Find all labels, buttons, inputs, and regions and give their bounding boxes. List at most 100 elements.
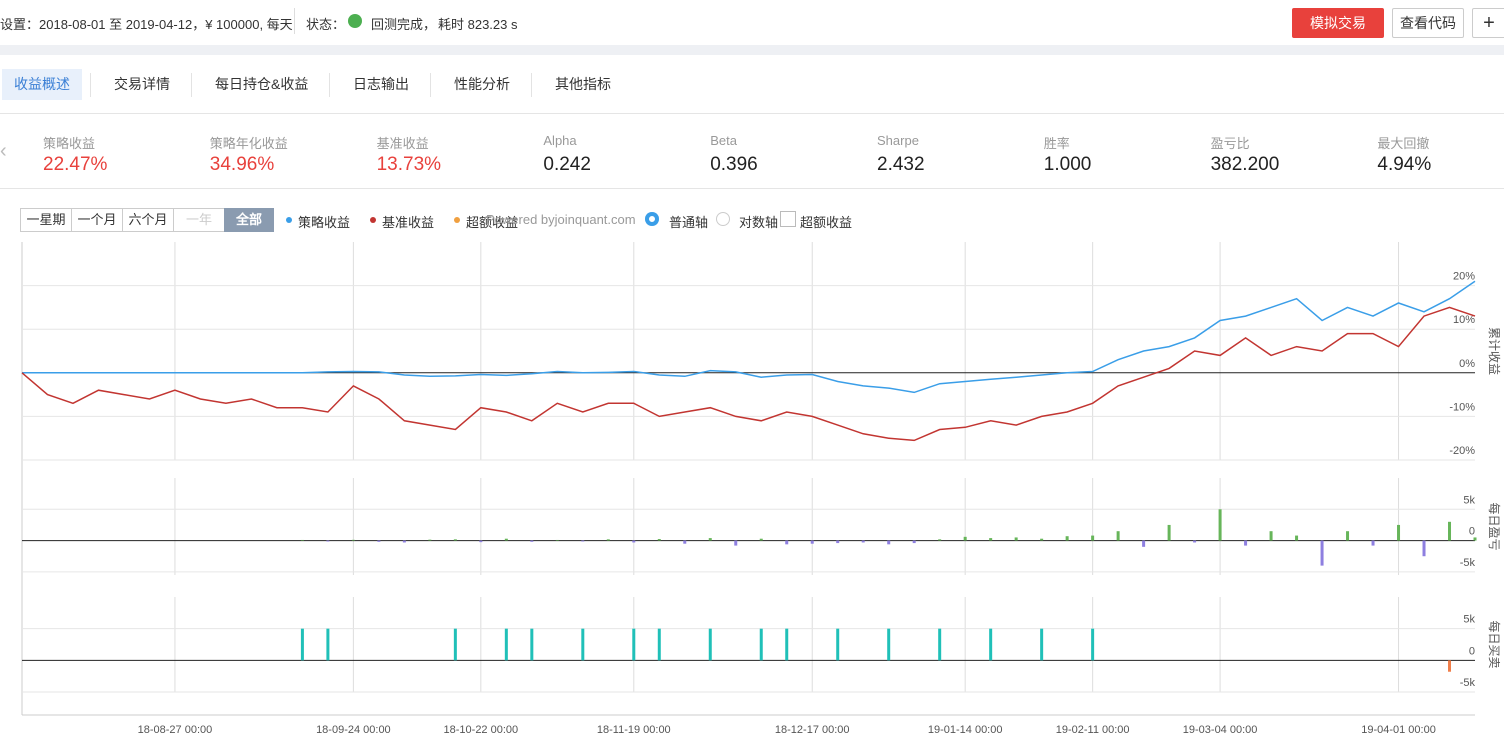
y-tick-label: -20%: [1449, 445, 1475, 457]
x-tick-label: 18-08-27 00:00: [138, 724, 213, 736]
tab[interactable]: 其他指标: [555, 76, 611, 92]
bar: [708, 538, 712, 541]
metric-value: 34.96%: [209, 154, 275, 175]
radio[interactable]: [716, 212, 730, 226]
bar: [581, 628, 585, 661]
range-button[interactable]: 一个月: [71, 208, 123, 232]
checkbox[interactable]: [780, 211, 796, 227]
bar: [657, 539, 661, 541]
y-tick-label: 5k: [1463, 614, 1475, 626]
bar: [1448, 521, 1452, 541]
legend-dot: [286, 217, 292, 223]
sim-trade-button[interactable]: 模拟交易: [1292, 8, 1384, 38]
bar: [887, 628, 891, 661]
bar: [887, 540, 891, 545]
bar: [1244, 540, 1248, 546]
radio-label: 对数轴: [739, 215, 779, 230]
bar: [989, 628, 993, 661]
legend-label[interactable]: 策略收益: [298, 215, 351, 230]
bar: [1091, 535, 1095, 541]
radio-label: 普通轴: [669, 215, 709, 230]
legend-label[interactable]: 超额收益: [466, 215, 519, 230]
view-code-button[interactable]: 查看代码: [1392, 8, 1464, 38]
status-label: 状态：: [306, 17, 346, 32]
bar: [963, 536, 967, 541]
bar: [1473, 537, 1477, 541]
series-line: [21, 306, 1476, 442]
y-tick-label: 20%: [1453, 271, 1475, 283]
bar: [1167, 524, 1171, 541]
range-button[interactable]: 六个月: [122, 208, 174, 232]
bar: [377, 540, 381, 542]
y-tick-label: -5k: [1460, 677, 1476, 689]
bar: [530, 540, 534, 542]
bar: [326, 628, 330, 661]
bar: [581, 540, 585, 542]
bar: [810, 540, 814, 544]
bar: [657, 628, 661, 661]
bar: [708, 628, 712, 661]
metric-label: 策略收益: [43, 136, 96, 151]
bar: [1422, 540, 1426, 557]
bar: [555, 539, 559, 541]
bar: [1116, 531, 1120, 541]
bar: [300, 628, 304, 661]
x-tick-label: 18-11-19 00:00: [597, 724, 671, 736]
metric-label: 最大回撤: [1377, 136, 1430, 151]
bar: [326, 540, 330, 542]
metric-value: 0.396: [710, 154, 758, 175]
x-tick-label: 18-12-17 00:00: [775, 724, 850, 736]
range-button[interactable]: 一年: [173, 208, 225, 232]
bar: [836, 540, 840, 544]
legend-label[interactable]: 基准收益: [382, 215, 435, 230]
metric-label: 基准收益: [376, 136, 429, 151]
tab[interactable]: 收益概述: [2, 69, 82, 100]
bar: [1269, 531, 1273, 541]
tab[interactable]: 性能分析: [454, 76, 510, 92]
settings: 设置：2018-08-01 至 2019-04-12，¥ 100000, 每天: [0, 17, 293, 32]
axis-title: 累计收益: [1487, 327, 1501, 375]
bar: [938, 539, 942, 541]
divider: [0, 113, 1504, 114]
tab[interactable]: 交易详情: [114, 76, 170, 92]
y-tick-label: 0%: [1459, 358, 1475, 370]
bar: [734, 540, 738, 546]
metric-value: 2.432: [877, 154, 925, 175]
bar: [1218, 509, 1222, 541]
y-tick-label: 5k: [1463, 494, 1475, 506]
metric-value: 13.73%: [376, 154, 442, 175]
bar: [453, 628, 457, 661]
elapsed: 耗时 823.23 s: [438, 17, 518, 32]
x-tick-label: 19-01-14 00:00: [928, 724, 1003, 736]
bar: [632, 540, 636, 543]
bar: [1040, 538, 1044, 541]
add-button[interactable]: +: [1472, 8, 1504, 38]
y-tick-label: 10%: [1453, 314, 1475, 326]
bar: [1448, 660, 1452, 672]
band: [0, 45, 1504, 55]
x-tick-label: 18-10-22 00:00: [444, 724, 519, 736]
bar: [1346, 531, 1350, 541]
axis-title: 每日盈亏: [1487, 502, 1502, 550]
legend-dot: [370, 217, 376, 223]
bar: [785, 628, 789, 661]
divider: [294, 8, 295, 34]
bar: [1295, 535, 1299, 541]
bar: [606, 539, 610, 541]
radio[interactable]: [645, 212, 659, 226]
x-tick-label: 19-04-01 00:00: [1361, 724, 1436, 736]
y-tick-label: 0: [1469, 526, 1475, 538]
bar: [836, 628, 840, 661]
metric-value: 382.200: [1210, 154, 1280, 175]
tab-separator: [191, 73, 192, 97]
bar: [1397, 524, 1401, 541]
bar: [300, 539, 304, 541]
range-button[interactable]: 全部: [224, 208, 274, 232]
header: 设置：2018-08-01 至 2019-04-12，¥ 100000, 每天 …: [0, 0, 1504, 44]
prev-arrow[interactable]: ‹: [0, 140, 7, 162]
bar: [938, 628, 942, 661]
tab[interactable]: 每日持仓&收益: [215, 76, 309, 92]
bar: [759, 628, 763, 661]
tab[interactable]: 日志输出: [353, 76, 409, 92]
